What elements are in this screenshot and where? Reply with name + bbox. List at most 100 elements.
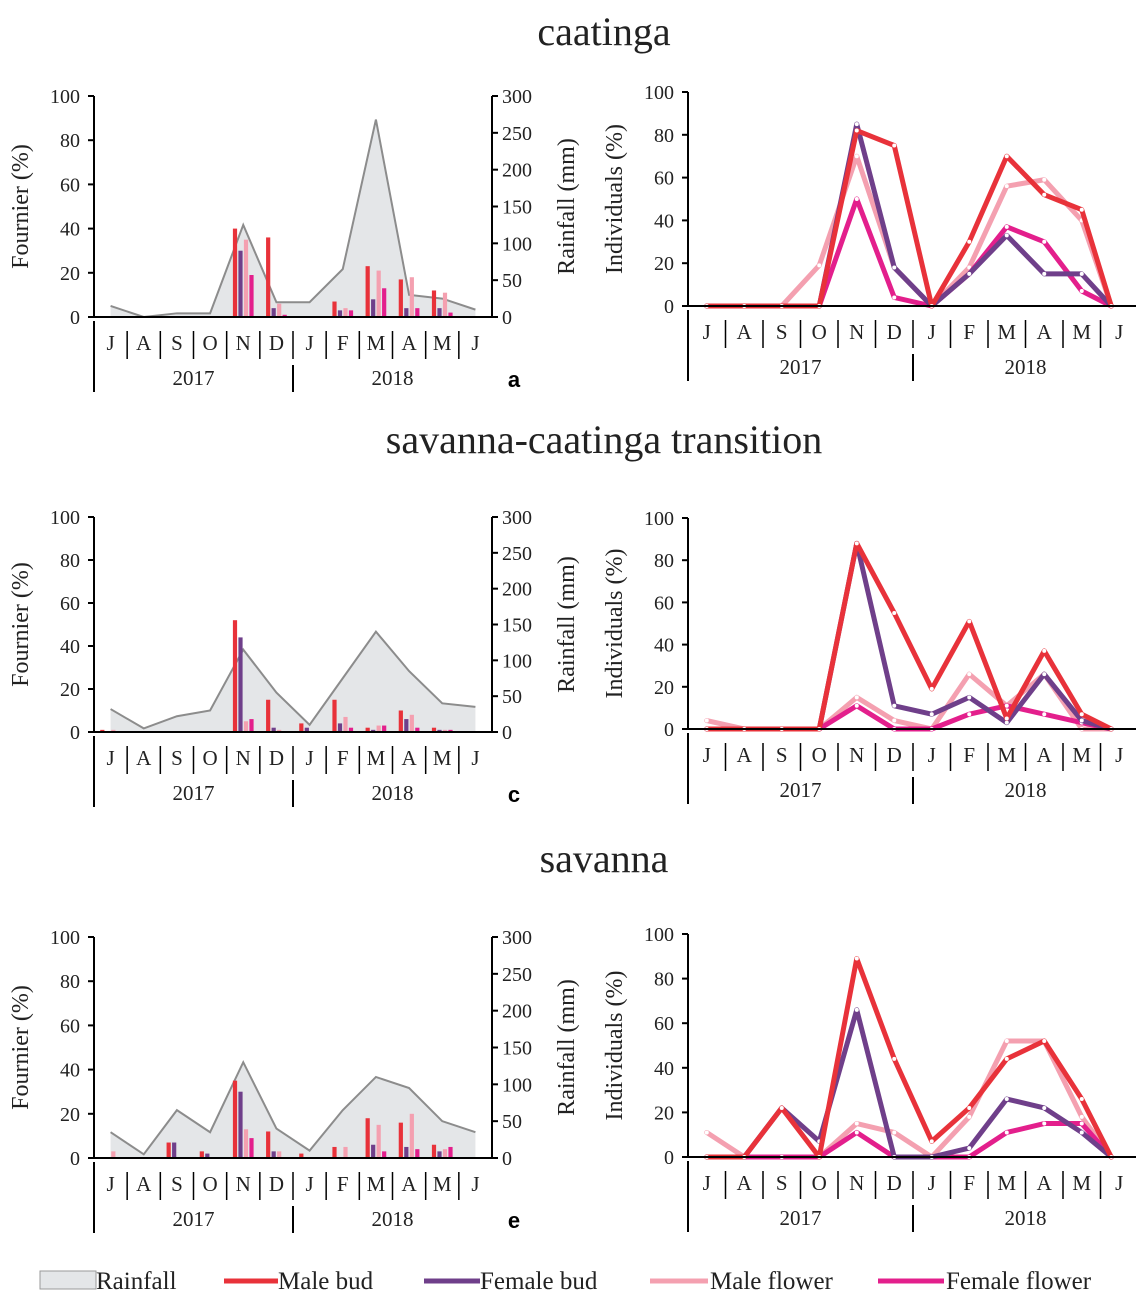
- bar-male-flower: [243, 1129, 249, 1158]
- bar-female-bud: [371, 299, 376, 317]
- bar-female-flower: [448, 729, 453, 732]
- bar-male-bud: [199, 1151, 204, 1158]
- series-point: [854, 1130, 859, 1135]
- bar-male-bud: [365, 1118, 370, 1158]
- bar-male-flower: [243, 721, 249, 732]
- month-label: A: [737, 743, 753, 767]
- series-point: [704, 1130, 709, 1135]
- y-tick-label: 80: [654, 969, 674, 991]
- panel-letter: a: [508, 367, 521, 392]
- month-label: J: [928, 320, 936, 344]
- year-label: 2017: [780, 1206, 822, 1230]
- y-tick-label: 60: [654, 168, 674, 190]
- y-axis-label: Fournier (%): [8, 144, 34, 269]
- month-label: F: [337, 331, 349, 355]
- series-point: [1004, 716, 1009, 721]
- y-tick-label: 100: [644, 924, 674, 946]
- month-label: J: [106, 331, 114, 355]
- series-point: [892, 143, 897, 148]
- series-point: [854, 956, 859, 961]
- month-label: F: [337, 746, 349, 770]
- y2-tick-label: 100: [502, 233, 532, 255]
- series-point: [854, 541, 859, 546]
- y-tick-label: 80: [654, 550, 674, 572]
- bar-male-flower: [376, 270, 381, 317]
- bar-male-bud: [398, 279, 403, 317]
- month-label: O: [202, 746, 217, 770]
- bar-female-bud: [271, 727, 276, 732]
- series-point: [1079, 1121, 1084, 1126]
- series-point: [1004, 154, 1009, 159]
- bar-male-flower: [277, 303, 282, 317]
- month-label: J: [471, 1172, 479, 1196]
- bar-panel-a: 0 20 40 60 80 100 Fournier (%) 0 50 100 150 200 250 3…: [8, 86, 580, 392]
- bar-female-flower: [282, 314, 287, 317]
- bar-male-flower: [409, 714, 414, 732]
- series-point: [1004, 1056, 1009, 1061]
- series-point: [1004, 1097, 1009, 1102]
- bar-female-bud: [437, 729, 442, 732]
- bar-female-flower: [348, 727, 354, 732]
- series-point: [854, 1121, 859, 1126]
- bar-female-bud: [371, 1144, 376, 1158]
- series-point: [1079, 1130, 1084, 1135]
- series-point: [967, 265, 972, 270]
- bar-female-flower: [415, 727, 420, 732]
- y2-tick-label: 50: [502, 1111, 522, 1133]
- bar-male-flower: [442, 1149, 448, 1158]
- bar-male-bud: [100, 729, 105, 732]
- month-label: J: [305, 746, 313, 770]
- bar-male-bud: [232, 228, 238, 317]
- legend: Rainfall Male bud Female bud Male flower Fem…: [39, 1268, 1092, 1295]
- month-label: J: [305, 1172, 313, 1196]
- section-title: savanna-caatinga transition: [386, 417, 822, 462]
- rainfall-line: [110, 1059, 476, 1156]
- series-point: [892, 295, 897, 300]
- month-label: A: [737, 1171, 753, 1195]
- series-point: [779, 1105, 784, 1110]
- bar-male-bud: [332, 699, 337, 732]
- y-tick-label: 0: [70, 307, 80, 329]
- bar-male-bud: [365, 727, 370, 732]
- series-point: [1042, 1039, 1047, 1044]
- y2-tick-label: 150: [502, 197, 532, 219]
- month-label: D: [269, 1172, 284, 1196]
- y-axis-label: Fournier (%): [8, 562, 34, 687]
- month-label: M: [997, 1171, 1016, 1195]
- bar-male-flower: [111, 729, 116, 732]
- y-tick-label: 0: [70, 1148, 80, 1170]
- y2-tick-label: 300: [502, 86, 532, 108]
- month-label: M: [1072, 743, 1091, 767]
- y2-axis-label: Rainfall (mm): [554, 979, 580, 1116]
- bar-male-bud: [266, 237, 271, 317]
- series-point: [1042, 1121, 1047, 1126]
- series-point: [704, 718, 709, 723]
- year-label: 2017: [173, 781, 215, 805]
- legend-label: Female bud: [480, 1268, 598, 1295]
- month-label: J: [471, 331, 479, 355]
- bar-female-bud: [238, 250, 243, 317]
- series-line-female-bud: [704, 540, 1114, 732]
- rainfall-area: [110, 119, 476, 317]
- month-label: A: [136, 1172, 152, 1196]
- series-point: [817, 263, 822, 268]
- bar-male-flower: [343, 1146, 348, 1158]
- y-tick-label: 100: [50, 507, 80, 529]
- bar-male-bud: [232, 620, 238, 732]
- y-axis-label: Fournier (%): [8, 985, 34, 1110]
- y-tick-label: 40: [654, 210, 674, 232]
- year-label: 2017: [780, 355, 822, 379]
- month-label: J: [928, 1171, 936, 1195]
- rainfall-area: [110, 1062, 476, 1158]
- bar-male-flower: [442, 292, 448, 317]
- bar-female-flower: [249, 275, 254, 317]
- series-point: [967, 1146, 972, 1151]
- series-point: [892, 703, 897, 708]
- panel-letter: e: [508, 1208, 520, 1233]
- series-point: [1079, 289, 1084, 294]
- y-tick-label: 80: [60, 550, 80, 572]
- series-point: [854, 128, 859, 133]
